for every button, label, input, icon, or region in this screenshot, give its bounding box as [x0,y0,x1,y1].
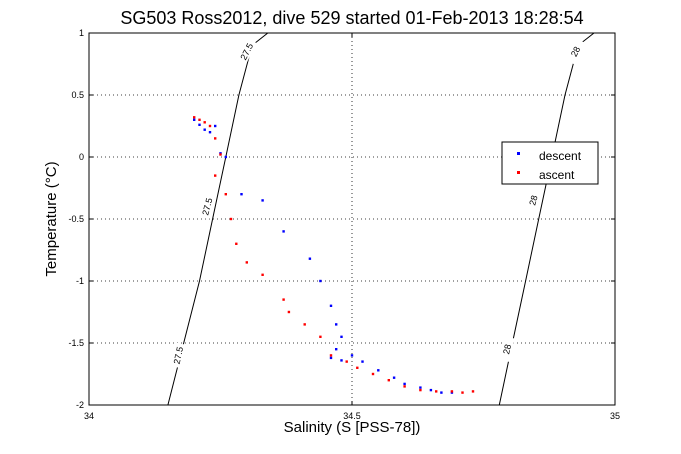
y-tick-label: -1.5 [68,338,84,348]
legend-box [501,141,599,185]
axis-ticks: 34 34.5 35 -2 -1.5 -1 -0.5 0 0.5 1 [68,28,620,421]
contour-label-bg [171,342,186,369]
point-descent [198,123,201,126]
point-descent [308,257,312,260]
point-ascent [214,174,217,177]
legend-label-descent: descent [539,149,582,163]
point-descent [329,304,333,307]
point-descent [329,356,333,360]
legend: descent ascent [501,141,599,185]
point-descent [224,155,227,159]
contour-label-bg [499,336,515,362]
point-ascent [198,118,201,121]
point-descent [377,369,380,372]
x-tick-label: 34.5 [343,411,361,421]
legend-marker-ascent [517,171,520,174]
point-ascent [219,153,222,156]
contour-label-bg [565,38,586,65]
point-descent [403,382,406,386]
chart-title: SG503 Ross2012, dive 529 started 01-Feb-… [120,8,583,28]
contour-label-bg [199,193,216,220]
point-descent [282,230,285,233]
point-ascent [203,121,206,124]
point-ascent [435,390,438,393]
point-ascent [461,391,464,394]
point-descent [261,199,264,202]
legend-label-ascent: ascent [539,168,575,182]
point-descent [392,376,396,379]
contour-label-bg [236,38,257,65]
y-tick-label: -0.5 [68,214,84,224]
point-ascent [450,390,454,393]
point-descent [361,360,364,363]
point-ascent [214,137,217,140]
y-tick-label: 0.5 [71,90,84,100]
contour-label-bg [525,187,542,214]
point-ascent [345,360,348,363]
point-ascent [419,388,422,392]
point-ascent [371,372,375,376]
point-ascent [193,116,196,119]
x-axis-label: Salinity (S [PSS-78]) [284,419,421,436]
point-descent [429,388,433,392]
point-descent [240,193,243,196]
y-axis-label: Temperature (°C) [43,161,60,276]
y-tick-label: 0 [79,152,84,162]
point-ascent [235,242,238,245]
point-descent [203,128,206,131]
data-points [193,116,475,394]
point-ascent [245,261,248,264]
point-descent [335,348,338,351]
point-ascent [319,335,322,338]
x-tick-label: 34 [84,411,94,421]
contour-label: 27.5 [172,346,185,365]
point-ascent [224,193,227,196]
contour-label: 27.5 [200,197,214,217]
y-tick-label: -1 [76,276,84,286]
point-ascent [229,217,233,221]
point-ascent [356,366,359,369]
contour-label: 28 [569,45,582,58]
point-descent [440,391,443,394]
point-descent [214,124,217,128]
point-ascent [282,298,285,301]
legend-marker-descent [517,152,520,155]
contour-label: 28 [501,343,513,355]
point-ascent [387,379,390,382]
y-tick-label: -2 [76,400,84,410]
point-descent [335,323,338,326]
point-ascent [403,385,406,388]
point-descent [208,131,212,134]
point-descent [419,386,422,389]
point-ascent [329,354,333,357]
point-ascent [287,310,291,314]
point-descent [340,335,343,338]
point-ascent [303,323,306,326]
point-descent [340,359,343,362]
y-tick-label: 1 [79,28,84,38]
point-ascent [208,124,212,128]
point-descent [193,118,196,121]
point-descent [350,354,354,357]
point-ascent [261,273,264,276]
x-tick-label: 35 [610,411,620,421]
contour-label: 28 [527,194,539,206]
point-ascent [471,390,475,393]
point-descent [319,279,322,283]
